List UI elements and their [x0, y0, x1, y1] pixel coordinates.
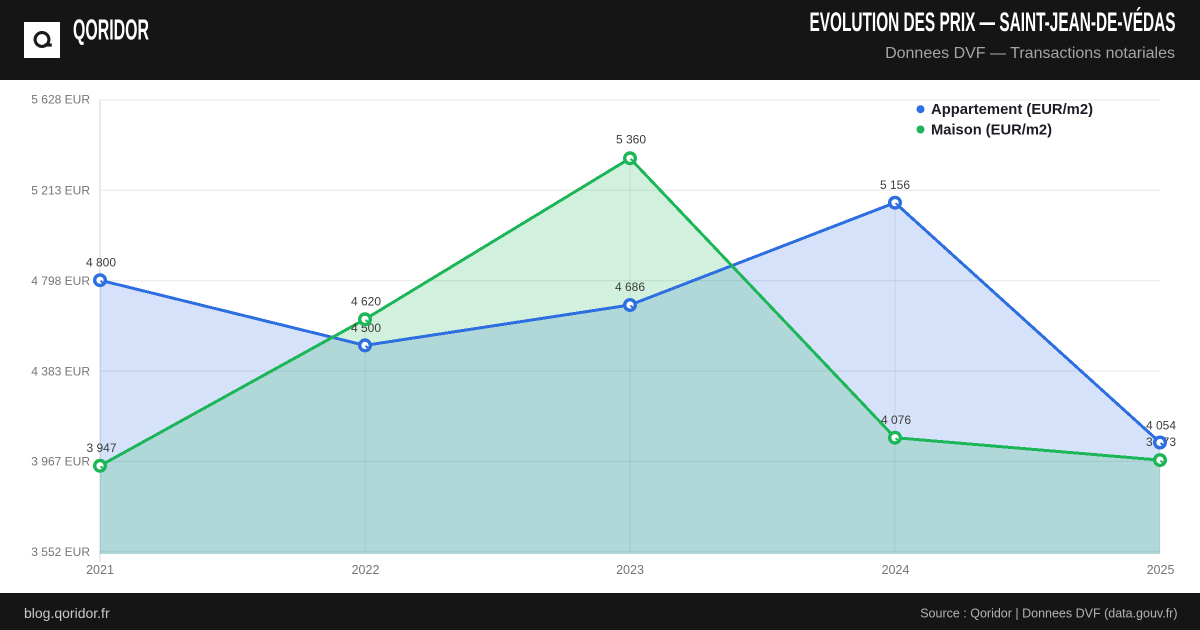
svg-text:3 967 EUR: 3 967 EUR — [31, 455, 90, 469]
svg-text:4 054: 4 054 — [1146, 419, 1176, 433]
svg-text:5 213 EUR: 5 213 EUR — [31, 184, 90, 198]
svg-text:4 383 EUR: 4 383 EUR — [31, 364, 90, 378]
svg-text:QORIDOR: QORIDOR — [73, 15, 149, 47]
svg-text:3 552 EUR: 3 552 EUR — [31, 545, 90, 559]
svg-text:5 628 EUR: 5 628 EUR — [31, 92, 90, 106]
svg-text:2023: 2023 — [616, 563, 644, 577]
svg-text:4 076: 4 076 — [881, 413, 911, 427]
svg-text:blog.qoridor.fr: blog.qoridor.fr — [24, 605, 110, 621]
svg-text:Maison (EUR/m2): Maison (EUR/m2) — [931, 122, 1052, 138]
svg-text:5 156: 5 156 — [880, 178, 910, 192]
svg-text:4 800: 4 800 — [86, 256, 116, 270]
svg-text:4 798 EUR: 4 798 EUR — [31, 274, 90, 288]
svg-text:3 947: 3 947 — [86, 441, 116, 455]
svg-text:EVOLUTION DES PRIX — SAINT-JEA: EVOLUTION DES PRIX — SAINT-JEAN-DE-VÉDAS — [810, 6, 1176, 37]
svg-text:Source : Qoridor | Donnees DVF: Source : Qoridor | Donnees DVF (data.gou… — [920, 607, 1177, 621]
svg-text:4 686: 4 686 — [615, 280, 645, 294]
svg-text:Appartement (EUR/m2): Appartement (EUR/m2) — [931, 102, 1093, 118]
svg-text:2021: 2021 — [86, 563, 114, 577]
svg-text:5 360: 5 360 — [616, 132, 646, 146]
svg-text:2025: 2025 — [1147, 563, 1175, 577]
svg-text:4 500: 4 500 — [351, 321, 381, 335]
svg-text:2024: 2024 — [882, 563, 910, 577]
svg-text:2022: 2022 — [352, 563, 380, 577]
svg-text:4 620: 4 620 — [351, 295, 381, 309]
svg-text:Donnees DVF — Transactions not: Donnees DVF — Transactions notariales — [885, 45, 1175, 62]
